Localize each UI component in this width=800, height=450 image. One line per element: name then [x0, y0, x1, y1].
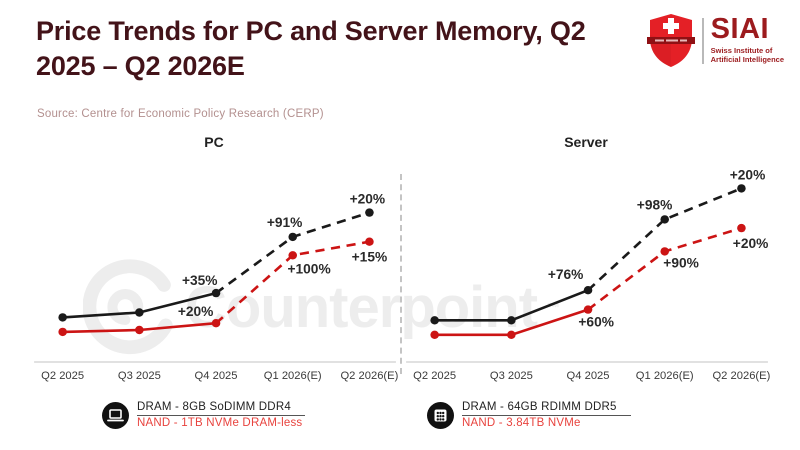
panel-server: Server Q2 2025 Q3 2025 Q4 2025 Q1 2026(E) Q2…	[400, 134, 772, 400]
svg-text:Q1 2026(E): Q1 2026(E)	[264, 370, 322, 382]
legend-pc: DRAM - 8GB SoDIMM DDR4 NAND - 1TB NVMe D…	[102, 401, 305, 429]
svg-text:Q4 2025: Q4 2025	[567, 370, 610, 382]
svg-text:Q3 2025: Q3 2025	[118, 370, 161, 382]
laptop-icon	[102, 402, 129, 429]
siai-logo: SIAI Swiss Institute of Artificial Intel…	[646, 13, 784, 68]
swiss-shield-icon	[646, 14, 695, 67]
svg-text:Q2 2026(E): Q2 2026(E)	[712, 370, 770, 382]
logo-acronym: SIAI	[710, 13, 770, 46]
panel-divider-line	[400, 174, 402, 374]
svg-text:Q1 2026(E): Q1 2026(E)	[636, 370, 694, 382]
svg-text:+76%: +76%	[548, 267, 584, 282]
pc-line-chart: Q2 2025 Q3 2025 Q4 2025 Q1 2026(E) Q2 2026(E…	[34, 192, 398, 382]
svg-text:Q2 2025: Q2 2025	[41, 370, 84, 382]
legend-pc-dram: DRAM - 8GB SoDIMM DDR4	[137, 401, 305, 416]
svg-text:+100%: +100%	[287, 261, 330, 276]
svg-text:Q4 2025: Q4 2025	[195, 370, 238, 382]
legend-server-dram: DRAM - 64GB RDIMM DDR5	[462, 401, 631, 416]
svg-text:+98%: +98%	[637, 198, 673, 213]
legend-server-nand: NAND - 3.84TB NVMe	[462, 417, 581, 429]
legend-pc-nand: NAND - 1TB NVMe DRAM-less	[137, 417, 303, 429]
source-note: Source: Centre for Economic Policy Resea…	[37, 108, 324, 120]
legend-server: DRAM - 64GB RDIMM DDR5 NAND - 3.84TB NVM…	[427, 401, 631, 429]
server-line-chart: Q2 2025 Q3 2025 Q4 2025 Q1 2026(E) Q2 2026(E…	[406, 168, 770, 382]
svg-text:+35%: +35%	[182, 273, 218, 288]
chart-area: Counterpoint ™ PC Q2 2025 Q3 2025 Q4 2025 Q…	[28, 134, 772, 400]
svg-text:Q3 2025: Q3 2025	[490, 370, 533, 382]
svg-text:+20%: +20%	[733, 236, 769, 251]
svg-text:+15%: +15%	[352, 250, 388, 265]
panel-server-title: Server	[564, 134, 608, 150]
logo-subtitle: Swiss Institute of Artificial Intelligen…	[710, 45, 784, 65]
svg-text:Q2 2025: Q2 2025	[413, 370, 456, 382]
svg-text:+91%: +91%	[267, 215, 303, 230]
panel-pc: PC Q2 2025 Q3 2025 Q4 2025 Q1 2026(E) Q2 202…	[28, 134, 400, 400]
logo-divider	[701, 17, 704, 64]
svg-text:+20%: +20%	[730, 168, 766, 183]
svg-text:+60%: +60%	[578, 315, 614, 330]
server-rack-icon	[427, 402, 454, 429]
svg-text:Q2 2026(E): Q2 2026(E)	[340, 370, 398, 382]
svg-text:+20%: +20%	[350, 192, 386, 207]
svg-text:+90%: +90%	[663, 256, 699, 271]
panel-pc-title: PC	[204, 134, 224, 150]
page-title: Price Trends for PC and Server Memory, Q…	[36, 16, 586, 82]
svg-text:+20%: +20%	[178, 304, 214, 319]
